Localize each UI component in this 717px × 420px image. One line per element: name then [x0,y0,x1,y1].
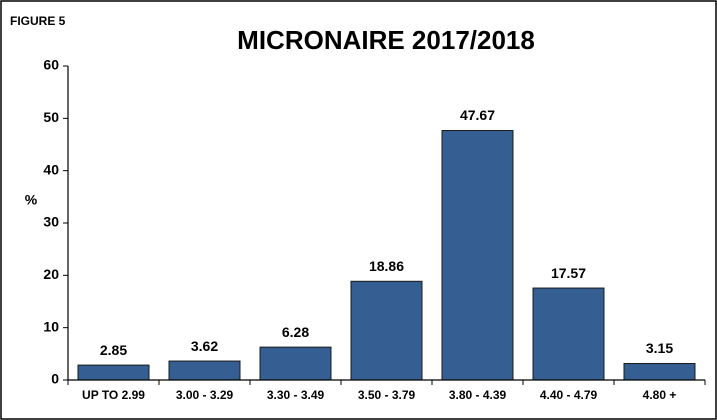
y-tick-label: 0 [51,371,59,387]
data-label: 17.57 [551,265,586,281]
bar [623,363,696,381]
data-label: 3.15 [646,340,673,356]
bar [441,130,514,381]
bar [532,287,605,381]
y-tick-label: 30 [43,214,59,230]
data-label: 3.62 [191,338,218,354]
x-tick-label: 4.40 - 4.79 [540,388,598,402]
data-label: 47.67 [460,107,495,123]
x-tick-label: 3.00 - 3.29 [176,388,234,402]
y-tick-label: 40 [43,161,59,177]
y-tick-label: 20 [43,266,59,282]
figure-label: FIGURE 5 [10,14,66,28]
x-tick-label: 4.80 + [643,388,677,402]
y-tick-label: 50 [43,109,59,125]
y-tick-label: 60 [43,57,59,73]
bar [77,364,150,381]
data-label: 2.85 [100,342,127,358]
bar [350,280,423,381]
y-axis-label: % [25,192,38,208]
bar [259,346,332,381]
x-tick-label: UP TO 2.99 [82,388,145,402]
chart-title: MICRONAIRE 2017/2018 [237,25,535,55]
bar [168,360,241,381]
y-tick-label: 10 [43,318,59,334]
data-label: 18.86 [369,258,404,274]
x-tick-label: 3.50 - 3.79 [358,388,416,402]
x-tick-label: 3.30 - 3.49 [267,388,325,402]
x-tick-label: 3.80 - 4.39 [449,388,507,402]
data-label: 6.28 [282,324,309,340]
